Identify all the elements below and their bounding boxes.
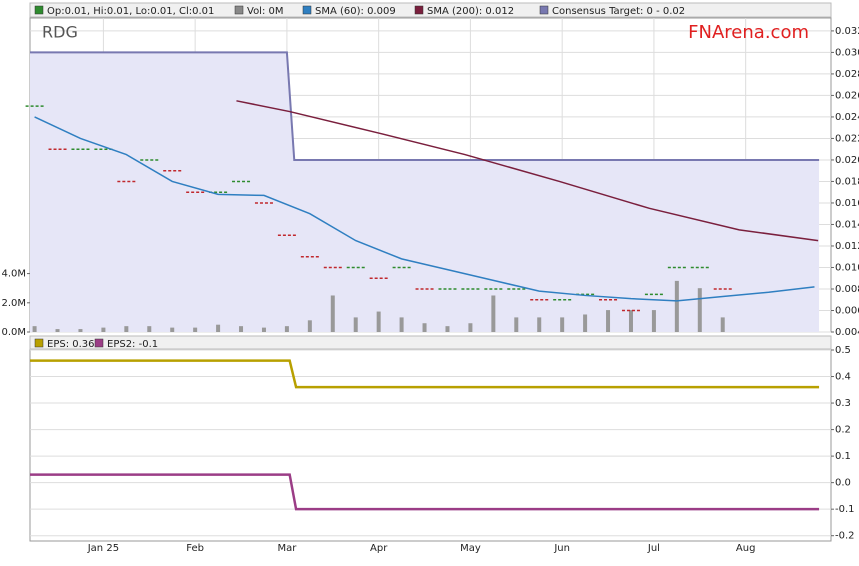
ticker: RDG bbox=[42, 23, 78, 42]
volume-bar bbox=[261, 327, 266, 332]
volume-bar bbox=[697, 288, 702, 332]
y-tick-label: 0.008 bbox=[835, 284, 859, 295]
volume-bar bbox=[537, 317, 542, 332]
legend-label: SMA (60): 0.009 bbox=[315, 6, 396, 17]
volume-bar bbox=[216, 324, 221, 332]
x-tick-label: Feb bbox=[186, 543, 204, 554]
y-tick-label: 0.3 bbox=[835, 398, 851, 409]
legend-swatch bbox=[34, 338, 44, 348]
y-tick-label: 0.0 bbox=[835, 478, 851, 489]
volume-bar bbox=[399, 317, 404, 332]
volume-bar bbox=[330, 295, 335, 332]
y-tick-label: -0.2 bbox=[835, 531, 855, 542]
series-line bbox=[34, 116, 815, 302]
legend-bar bbox=[29, 2, 832, 18]
y-tick-label: 0.1 bbox=[835, 451, 851, 462]
legend-label: Consensus Target: 0 - 0.02 bbox=[552, 6, 685, 17]
legend-label: EPS: 0.36 bbox=[47, 339, 95, 350]
target-area bbox=[30, 52, 820, 333]
x-tick-label: Aug bbox=[736, 543, 756, 554]
y-tick-label: -0.1 bbox=[835, 504, 855, 515]
legend-label: Vol: 0M bbox=[247, 6, 284, 17]
y-tick-label: 0.4 bbox=[835, 372, 851, 383]
legend-swatch bbox=[34, 5, 44, 15]
y-tick-label: 0.006 bbox=[835, 305, 859, 316]
y-tick-label: 0.016 bbox=[835, 198, 859, 209]
legend-swatch bbox=[94, 338, 104, 348]
x-tick-label: Apr bbox=[370, 543, 388, 554]
y-tick-label: 0.024 bbox=[835, 112, 859, 123]
y-tick-label: 0.032 bbox=[835, 26, 859, 37]
volume-bar bbox=[55, 329, 60, 332]
y-tick-label: 0.2 bbox=[835, 425, 851, 436]
volume-bar bbox=[560, 317, 565, 332]
y-tick-label: 0.010 bbox=[835, 262, 859, 273]
x-tick-label: Jun bbox=[553, 543, 570, 554]
target-line bbox=[30, 51, 820, 161]
volume-bar bbox=[514, 317, 519, 332]
volume-bar bbox=[720, 317, 725, 332]
legend-label: Op:0.01, Hi:0.01, Lo:0.01, Cl:0.01 bbox=[47, 6, 214, 17]
volume-bar bbox=[170, 327, 175, 332]
legend-bar bbox=[29, 335, 832, 350]
volume-bar bbox=[101, 327, 106, 332]
volume-bar bbox=[445, 326, 450, 332]
series-line bbox=[30, 473, 820, 511]
y-tick-label: 0.004 bbox=[835, 327, 859, 338]
y-tick-label: 0.026 bbox=[835, 90, 859, 101]
volume-bar bbox=[78, 329, 83, 332]
volume-bar bbox=[583, 314, 588, 332]
volume-bar bbox=[491, 295, 496, 332]
y-tick-label: 0.022 bbox=[835, 133, 859, 144]
y-tick-label: 0.014 bbox=[835, 219, 859, 230]
volume-bar bbox=[239, 326, 244, 332]
volume-bar bbox=[468, 323, 473, 332]
volume-bar bbox=[353, 317, 358, 332]
volume-bar bbox=[376, 311, 381, 332]
legend-swatch bbox=[539, 5, 549, 15]
y-tick-label: 0.028 bbox=[835, 69, 859, 80]
volume-bar bbox=[422, 323, 427, 332]
volume-bar bbox=[651, 310, 656, 332]
volume-bar bbox=[124, 326, 129, 332]
x-tick-label: Jul bbox=[647, 543, 660, 554]
x-tick-label: May bbox=[460, 543, 481, 554]
y-tick-label: 0.018 bbox=[835, 176, 859, 187]
x-tick-label: Jan 25 bbox=[87, 543, 119, 554]
legend-label: EPS2: -0.1 bbox=[107, 339, 158, 350]
legend-label: SMA (200): 0.012 bbox=[427, 6, 514, 17]
volume-bar bbox=[628, 310, 633, 332]
volume-bar bbox=[307, 320, 312, 332]
y-tick-label: 0.5 bbox=[835, 345, 851, 356]
y-tick-label: 0.030 bbox=[835, 47, 859, 58]
y2-tick-label: 4.0M bbox=[1, 269, 26, 280]
watermark: FNArena.com bbox=[688, 22, 809, 43]
volume-bar bbox=[193, 327, 198, 332]
y-tick-label: 0.012 bbox=[835, 241, 859, 252]
legend-swatch bbox=[234, 5, 244, 15]
legend-swatch bbox=[414, 5, 424, 15]
legend-swatch bbox=[302, 5, 312, 15]
volume-bar bbox=[284, 326, 289, 332]
volume-bar bbox=[674, 280, 679, 332]
plot-area bbox=[29, 349, 832, 542]
y2-tick-label: 2.0M bbox=[1, 298, 26, 309]
series-line bbox=[30, 359, 820, 389]
series-line bbox=[236, 100, 819, 242]
y2-tick-label: 0.0M bbox=[1, 327, 26, 338]
volume-bar bbox=[147, 326, 152, 332]
volume-bar bbox=[606, 310, 611, 332]
volume-bar bbox=[32, 326, 37, 332]
y-tick-label: 0.020 bbox=[835, 155, 859, 166]
x-tick-label: Mar bbox=[277, 543, 297, 554]
